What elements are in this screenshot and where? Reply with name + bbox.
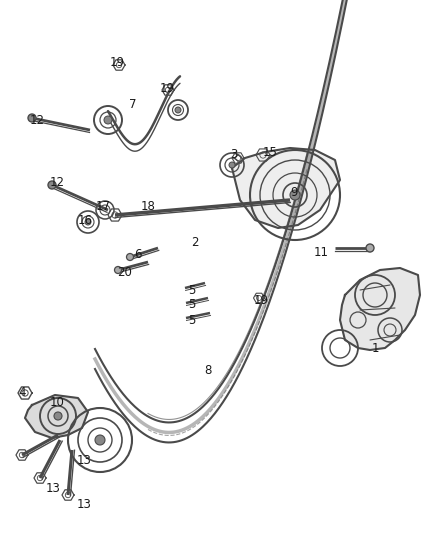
Text: 5: 5 [188, 298, 196, 311]
Circle shape [104, 116, 112, 124]
Text: 13: 13 [77, 454, 92, 466]
Polygon shape [340, 268, 420, 350]
Text: 13: 13 [46, 481, 60, 495]
Polygon shape [232, 148, 340, 228]
Text: 19: 19 [159, 82, 174, 94]
Text: 10: 10 [49, 397, 64, 409]
Circle shape [114, 266, 121, 273]
Text: 13: 13 [77, 498, 92, 512]
Circle shape [54, 412, 62, 420]
Text: 11: 11 [314, 246, 328, 260]
Text: 7: 7 [129, 98, 137, 110]
Circle shape [28, 114, 36, 122]
Text: 20: 20 [117, 265, 132, 279]
Circle shape [229, 162, 235, 168]
Text: 19: 19 [254, 294, 268, 306]
Text: 9: 9 [290, 187, 298, 199]
Text: 2: 2 [191, 237, 199, 249]
Text: 19: 19 [110, 56, 124, 69]
Text: 8: 8 [204, 364, 212, 376]
Circle shape [85, 219, 91, 225]
Text: 15: 15 [262, 147, 277, 159]
Circle shape [290, 190, 300, 200]
Text: 1: 1 [371, 342, 379, 354]
Text: 16: 16 [78, 214, 92, 227]
Text: 17: 17 [95, 200, 110, 214]
Polygon shape [25, 395, 88, 438]
Text: 5: 5 [188, 284, 196, 296]
Text: 4: 4 [18, 385, 26, 399]
Circle shape [127, 254, 134, 261]
Text: 5: 5 [188, 313, 196, 327]
Circle shape [48, 181, 56, 189]
Text: 6: 6 [134, 248, 142, 262]
Text: 18: 18 [141, 200, 155, 214]
Text: 12: 12 [49, 176, 64, 190]
Text: 12: 12 [29, 114, 45, 126]
Circle shape [95, 435, 105, 445]
Circle shape [366, 244, 374, 252]
Text: 3: 3 [230, 149, 238, 161]
Circle shape [175, 107, 181, 113]
